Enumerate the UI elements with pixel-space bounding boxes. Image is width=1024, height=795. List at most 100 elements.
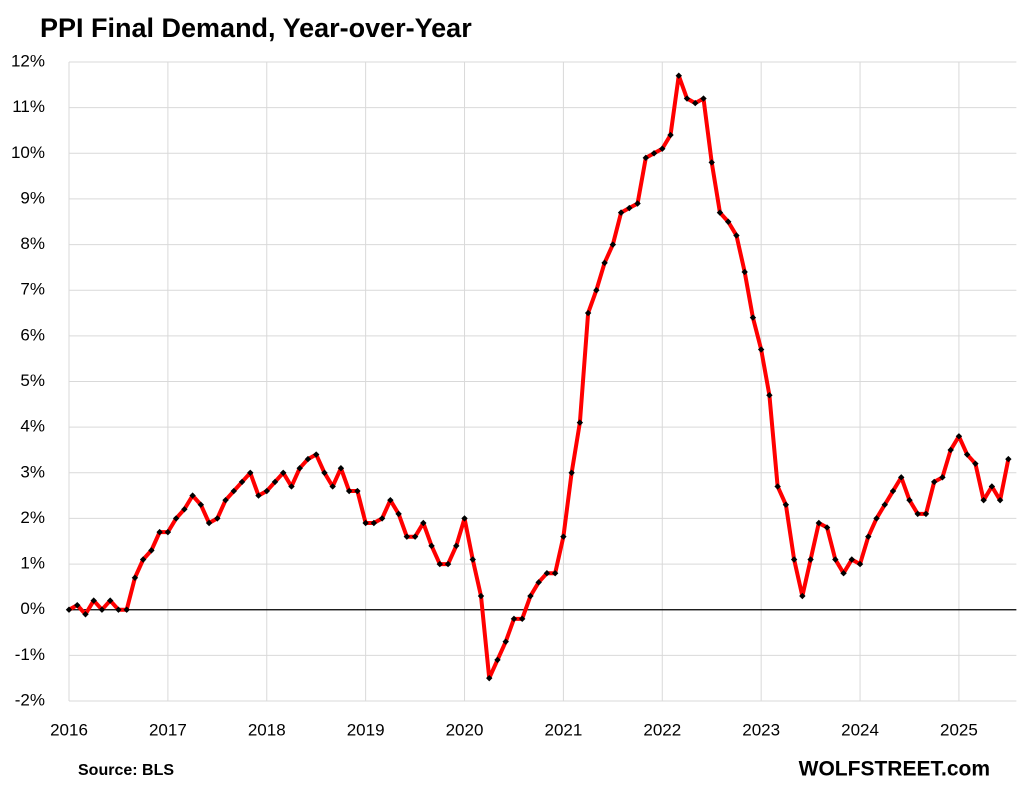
marker [74, 601, 81, 609]
marker [313, 451, 320, 458]
marker [766, 391, 773, 399]
marker [939, 474, 946, 481]
y-tick-label: 3% [20, 462, 45, 481]
marker [90, 597, 97, 604]
marker [510, 615, 518, 623]
marker [774, 483, 781, 490]
y-tick-label: 10% [11, 143, 45, 162]
marker [271, 478, 279, 486]
marker [403, 533, 411, 540]
marker [477, 592, 485, 600]
marker [527, 592, 534, 600]
x-tick-label: 2016 [50, 720, 88, 739]
y-tick-label: 5% [20, 371, 45, 390]
marker [65, 606, 73, 613]
marker [395, 510, 402, 518]
watermark: WOLFSTREET.com [799, 758, 990, 781]
marker [856, 560, 864, 568]
marker [782, 501, 790, 508]
marker [502, 638, 509, 645]
marker [296, 465, 303, 472]
marker [551, 570, 559, 577]
chart-title: PPI Final Demand, Year-over-Year [40, 13, 472, 43]
y-tick-label: 7% [20, 280, 45, 299]
y-tick-label: 0% [20, 599, 45, 618]
y-tick-label: -2% [15, 690, 45, 709]
marker [247, 469, 254, 476]
marker [840, 570, 847, 577]
marker [428, 542, 435, 550]
marker [931, 478, 938, 486]
marker [436, 560, 443, 568]
marker [156, 528, 163, 536]
marker [988, 483, 996, 490]
marker [749, 314, 757, 321]
marker [757, 346, 765, 353]
marker [996, 496, 1004, 504]
marker [659, 145, 666, 152]
marker [189, 492, 196, 499]
x-tick-label: 2021 [544, 720, 582, 739]
y-tick-label: 6% [20, 325, 45, 344]
x-tick-label: 2022 [643, 720, 681, 739]
marker [963, 451, 971, 458]
marker [741, 268, 748, 276]
marker [947, 446, 954, 454]
marker [692, 99, 699, 107]
marker [823, 524, 831, 531]
marker [280, 469, 287, 476]
marker [214, 515, 221, 522]
marker [181, 506, 188, 513]
marker [370, 519, 378, 527]
marker [700, 95, 707, 102]
marker [650, 150, 658, 157]
marker [148, 547, 155, 554]
marker [519, 615, 526, 623]
marker [617, 209, 625, 216]
marker [790, 556, 798, 563]
source: Source: BLS [78, 762, 174, 779]
x-tick-label: 2017 [149, 720, 187, 739]
marker [642, 154, 649, 162]
marker [230, 487, 237, 495]
x-tick-label: 2018 [248, 720, 286, 739]
marker [411, 533, 419, 540]
marker [453, 542, 460, 550]
marker [972, 460, 979, 467]
marker [848, 556, 855, 563]
marker [288, 483, 295, 490]
x-tick-label: 2020 [446, 720, 484, 739]
marker [444, 560, 452, 568]
marker [164, 528, 172, 536]
marker [955, 433, 963, 440]
marker [321, 469, 328, 476]
marker [98, 606, 106, 613]
y-tick-label: 11% [12, 97, 45, 116]
x-tick-label: 2025 [940, 720, 978, 739]
y-tick-label: -1% [15, 645, 45, 664]
marker [337, 465, 345, 472]
marker [461, 515, 468, 522]
marker [576, 419, 584, 426]
marker [914, 510, 921, 518]
marker [708, 159, 715, 166]
marker [172, 515, 180, 522]
marker [354, 487, 361, 495]
y-tick-label: 4% [20, 417, 45, 436]
marker [568, 469, 575, 476]
marker [345, 487, 353, 495]
marker [725, 218, 732, 225]
marker [255, 492, 262, 499]
marker [115, 606, 122, 613]
marker [304, 455, 312, 463]
marker [543, 570, 551, 577]
marker [131, 574, 139, 581]
marker [593, 287, 600, 294]
marker [807, 556, 814, 563]
y-tick-label: 9% [20, 188, 45, 207]
marker [123, 606, 130, 613]
marker [1005, 455, 1012, 463]
data-line [68, 73, 1011, 681]
